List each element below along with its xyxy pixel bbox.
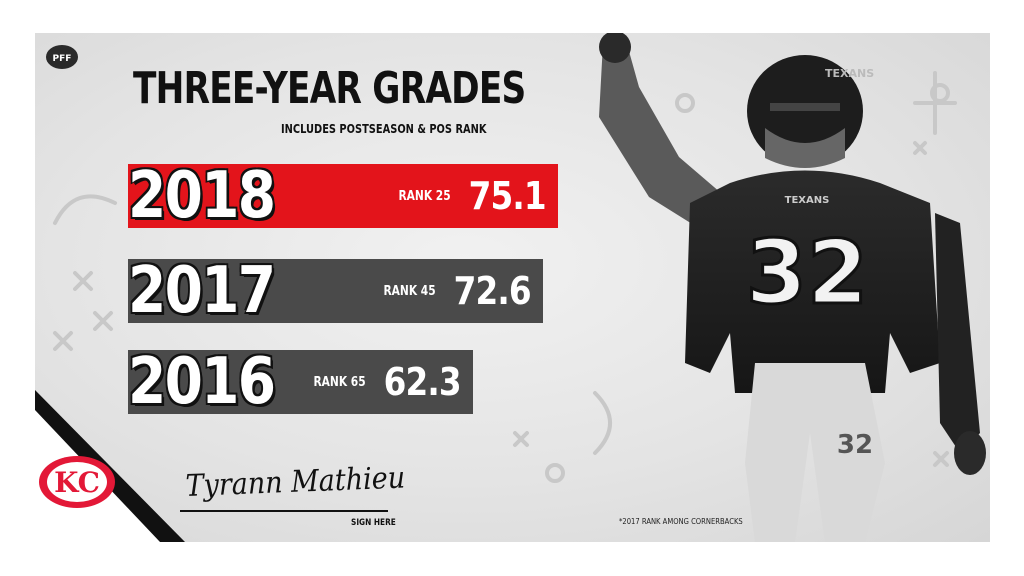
grade-value: 75.1 — [468, 174, 547, 218]
graphic-card: PFF THREE-YEAR GRADES INCLUDES POSTSEASO… — [35, 33, 990, 542]
signature-line — [180, 510, 388, 512]
grade-bar-2017: 2017 RANK 45 72.6 — [127, 254, 543, 328]
grade-stat: RANK 65 62.3 — [302, 350, 462, 414]
grade-bar-2016: 2016 RANK 65 62.3 — [127, 345, 473, 419]
grade-rank: RANK 65 — [313, 374, 366, 390]
grade-rank: RANK 25 — [398, 188, 451, 204]
jersey-number: 32 — [746, 221, 868, 324]
grade-value: 62.3 — [383, 360, 462, 404]
grade-stat: RANK 25 75.1 — [387, 164, 547, 228]
pants — [745, 363, 885, 542]
grade-bar-fill — [128, 164, 558, 228]
glove-icon — [599, 33, 631, 63]
page-title: THREE-YEAR GRADES — [133, 63, 526, 114]
grade-value: 72.6 — [453, 269, 532, 313]
team-logo-text: KC — [54, 466, 100, 499]
grade-bar-2018: 2018 RANK 25 75.1 — [127, 159, 558, 233]
chiefs-logo: KC — [35, 390, 185, 542]
jersey — [685, 170, 940, 393]
sign-here-caption: SIGN HERE — [351, 518, 396, 528]
pff-logo: PFF — [46, 45, 78, 69]
jersey-wordmark: TEXANS — [785, 195, 830, 206]
grade-bar-fill — [128, 259, 543, 323]
grade-rank: RANK 45 — [383, 283, 436, 299]
grade-year: 2017 — [127, 254, 277, 328]
helmet-logo: TEXANS — [825, 67, 874, 80]
grade-bar-fill — [128, 350, 473, 414]
page-subtitle: INCLUDES POSTSEASON & POS RANK — [281, 122, 487, 136]
grade-year: 2018 — [127, 159, 277, 233]
playbook-background — [53, 71, 957, 483]
pants-number: 32 — [837, 430, 873, 460]
grade-stat: RANK 45 72.6 — [372, 259, 532, 323]
footnote: *2017 RANK AMONG CORNERBACKS — [619, 517, 743, 526]
player-photo: TEXANS TEXANS 32 32 — [599, 33, 986, 542]
glove-icon — [954, 431, 986, 475]
pff-logo-text: PFF — [53, 54, 72, 64]
grade-year: 2016 — [127, 345, 277, 419]
